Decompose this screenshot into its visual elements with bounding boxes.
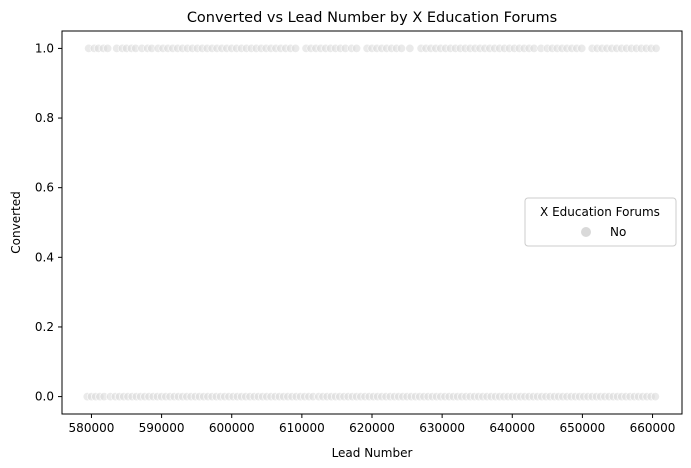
y-axis-label: Converted bbox=[9, 191, 23, 253]
data-point bbox=[405, 43, 415, 53]
y-tick-label: 0.8 bbox=[35, 111, 54, 125]
legend-title: X Education Forums bbox=[540, 205, 660, 219]
x-tick-label: 620000 bbox=[349, 421, 395, 435]
data-point bbox=[103, 43, 113, 53]
x-tick-label: 630000 bbox=[419, 421, 465, 435]
x-axis-ticks: 580000 590000 600000 610000 620000 630000 6400… bbox=[69, 414, 676, 435]
chart-title: Converted vs Lead Number by X Education … bbox=[187, 10, 557, 26]
data-point bbox=[577, 43, 587, 53]
data-point bbox=[651, 43, 661, 53]
x-tick-label: 590000 bbox=[139, 421, 185, 435]
legend-frame bbox=[524, 197, 677, 247]
y-tick-label: 0.4 bbox=[35, 250, 54, 264]
y-tick-label: 1.0 bbox=[35, 41, 54, 55]
x-tick-label: 660000 bbox=[630, 421, 676, 435]
data-point bbox=[291, 43, 301, 53]
y-tick-label: 0.2 bbox=[35, 320, 54, 334]
x-axis-label: Lead Number bbox=[332, 446, 413, 460]
y-tick-label: 0.0 bbox=[35, 390, 54, 404]
data-point bbox=[650, 392, 660, 402]
data-points bbox=[82, 43, 661, 402]
data-point bbox=[352, 43, 362, 53]
legend-marker-no bbox=[581, 227, 591, 237]
x-tick-label: 610000 bbox=[279, 421, 325, 435]
x-tick-label: 580000 bbox=[69, 421, 115, 435]
legend: X Education Forums No bbox=[524, 197, 677, 247]
x-tick-label: 640000 bbox=[489, 421, 535, 435]
y-axis-ticks: 0.0 0.2 0.4 0.6 0.8 1.0 bbox=[35, 41, 62, 404]
x-tick-label: 650000 bbox=[560, 421, 606, 435]
data-point bbox=[396, 43, 406, 53]
y-tick-label: 0.6 bbox=[35, 181, 54, 195]
x-tick-label: 600000 bbox=[209, 421, 255, 435]
legend-entry-no: No bbox=[610, 225, 626, 239]
